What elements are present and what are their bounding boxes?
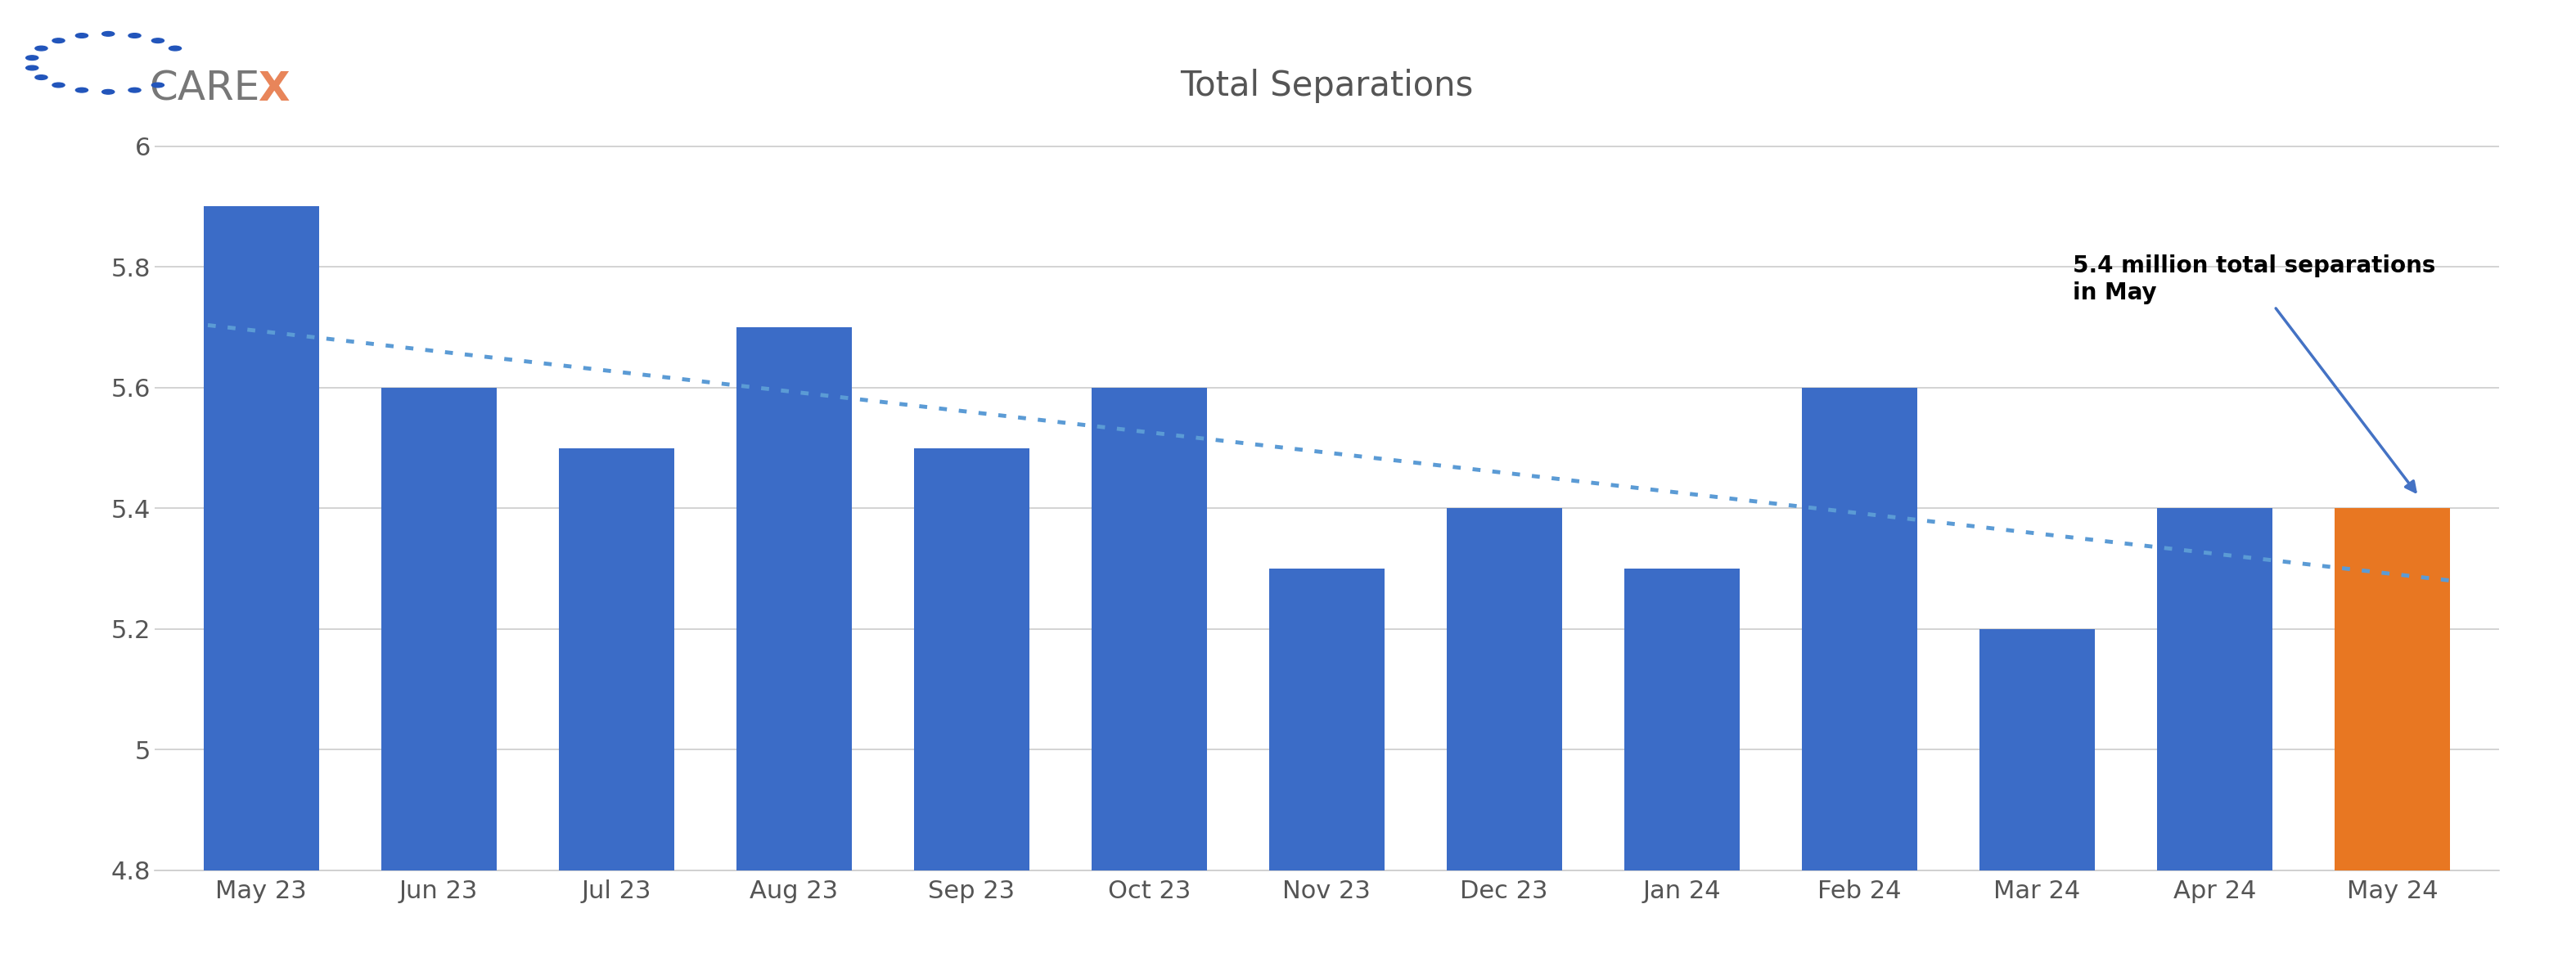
Bar [1978, 629, 2094, 967]
Title: Total Separations: Total Separations [1180, 69, 1473, 103]
Bar [1448, 509, 1561, 967]
Bar [2156, 509, 2272, 967]
Bar [1801, 388, 1917, 967]
Bar [2334, 509, 2450, 967]
Bar [381, 388, 497, 967]
Bar [1623, 569, 1739, 967]
Bar [559, 448, 675, 967]
Text: CARE: CARE [149, 70, 260, 108]
Bar [914, 448, 1030, 967]
Bar [1270, 569, 1383, 967]
Bar [737, 327, 853, 967]
Text: 5.4 million total separations
in May: 5.4 million total separations in May [2074, 255, 2434, 492]
Bar [1092, 388, 1206, 967]
Bar [204, 207, 319, 967]
Text: X: X [258, 70, 289, 108]
